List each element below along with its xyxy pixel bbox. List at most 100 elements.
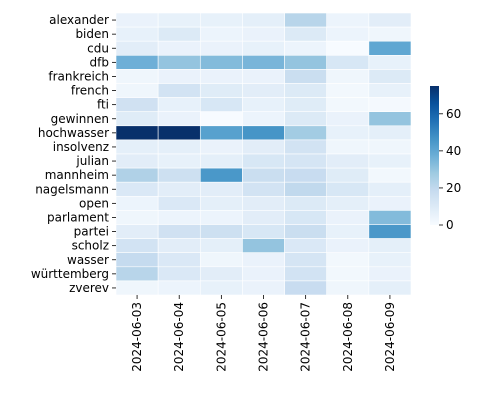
heatmap-cell (368, 97, 412, 112)
heatmap-cell (242, 83, 285, 98)
y-tick-label: wasser (67, 253, 109, 267)
heatmap-cell (199, 125, 243, 141)
heatmap-cell (157, 266, 201, 282)
heatmap-cell (368, 125, 412, 141)
y-tick-label: cdu (87, 41, 109, 55)
heatmap-cell (157, 196, 201, 211)
heatmap-cell (326, 69, 370, 84)
heatmap-cell (284, 252, 328, 268)
heatmap-cell (368, 26, 412, 42)
heatmap-cell (199, 97, 243, 112)
y-tick-label: dfb (90, 55, 109, 69)
heatmap-cell (242, 69, 285, 84)
colorbar-tick-label: 0 (446, 218, 454, 232)
heatmap-cell (157, 224, 201, 239)
heatmap-cell (199, 153, 243, 169)
heatmap-cell (284, 266, 328, 282)
heatmap-cell (157, 111, 201, 127)
heatmap-cell (326, 139, 370, 155)
heatmap-cell (326, 83, 370, 98)
heatmap-cell (326, 181, 370, 197)
x-tick-label: 2024-06-07 (299, 302, 313, 372)
heatmap-cell (199, 54, 243, 70)
heatmap-cell (242, 280, 285, 296)
y-tick-label: partei (74, 225, 109, 239)
heatmap-cell (326, 153, 370, 169)
heatmap-cell (199, 167, 243, 183)
heatmap-cell (199, 266, 243, 282)
y-tick-label: nagelsmann (35, 182, 109, 196)
heatmap-cell (199, 238, 243, 254)
heatmap-cell (242, 97, 285, 112)
heatmap-cell (157, 83, 201, 98)
heatmap-cell (115, 83, 159, 98)
heatmap-cell (199, 139, 243, 155)
heatmap-cells (115, 12, 412, 296)
x-tick-label: 2024-06-06 (257, 302, 271, 372)
heatmap-cell (199, 252, 243, 268)
heatmap-cell (199, 280, 243, 296)
heatmap-cell (326, 224, 370, 239)
heatmap-cell (368, 252, 412, 268)
y-tick-label: open (79, 196, 109, 210)
heatmap-cell (242, 40, 285, 56)
heatmap-cell (326, 97, 370, 112)
heatmap-cell (115, 26, 159, 42)
heatmap-cell (115, 238, 159, 254)
heatmap-cell (242, 54, 285, 70)
heatmap-cell (157, 40, 201, 56)
heatmap-cell (326, 238, 370, 254)
x-tick-label: 2024-06-09 (383, 302, 397, 372)
heatmap-cell (115, 125, 159, 141)
heatmap-cell (284, 210, 328, 225)
heatmap-cell (242, 252, 285, 268)
y-tick-label: frankreich (48, 69, 109, 83)
heatmap-cell (368, 181, 412, 197)
heatmap-cell (199, 69, 243, 84)
heatmap-cell (199, 181, 243, 197)
heatmap-cell (284, 83, 328, 98)
heatmap-cell (368, 280, 412, 296)
heatmap-cell (326, 252, 370, 268)
heatmap-cell (284, 69, 328, 84)
heatmap-cell (326, 12, 370, 28)
heatmap-cell (368, 167, 412, 183)
heatmap-cell (284, 280, 328, 296)
y-tick-label: alexander (49, 13, 109, 27)
heatmap-cell (284, 238, 328, 254)
heatmap-cell (368, 40, 412, 56)
heatmap-cell (368, 83, 412, 98)
heatmap-cell (157, 12, 201, 28)
heatmap-cell (199, 40, 243, 56)
heatmap-cell (115, 167, 159, 183)
heatmap-cell (199, 26, 243, 42)
heatmap-cell (284, 139, 328, 155)
heatmap-cell (157, 181, 201, 197)
y-tick-label: württemberg (31, 267, 109, 281)
heatmap-cell (242, 111, 285, 127)
heatmap-cell (242, 26, 285, 42)
heatmap-cell (157, 54, 201, 70)
heatmap-cell (326, 280, 370, 296)
heatmap-cell (284, 224, 328, 239)
heatmap-cell (242, 125, 285, 141)
heatmap-cell (326, 167, 370, 183)
heatmap-cell (199, 224, 243, 239)
heatmap-cell (368, 266, 412, 282)
y-tick-label: scholz (72, 239, 109, 253)
heatmap-cell (326, 196, 370, 211)
heatmap-cell (199, 83, 243, 98)
heatmap-cell (157, 125, 201, 141)
y-tick-label: julian (75, 154, 109, 168)
heatmap-cell (326, 266, 370, 282)
heatmap-cell (157, 167, 201, 183)
heatmap-cell (242, 238, 285, 254)
heatmap-cell (242, 167, 285, 183)
heatmap-cell (199, 12, 243, 28)
heatmap-cell (157, 280, 201, 296)
heatmap-cell (242, 153, 285, 169)
x-tick-label: 2024-06-03 (130, 302, 144, 372)
x-tick-label: 2024-06-05 (214, 302, 228, 372)
colorbar-gradient (430, 86, 439, 225)
